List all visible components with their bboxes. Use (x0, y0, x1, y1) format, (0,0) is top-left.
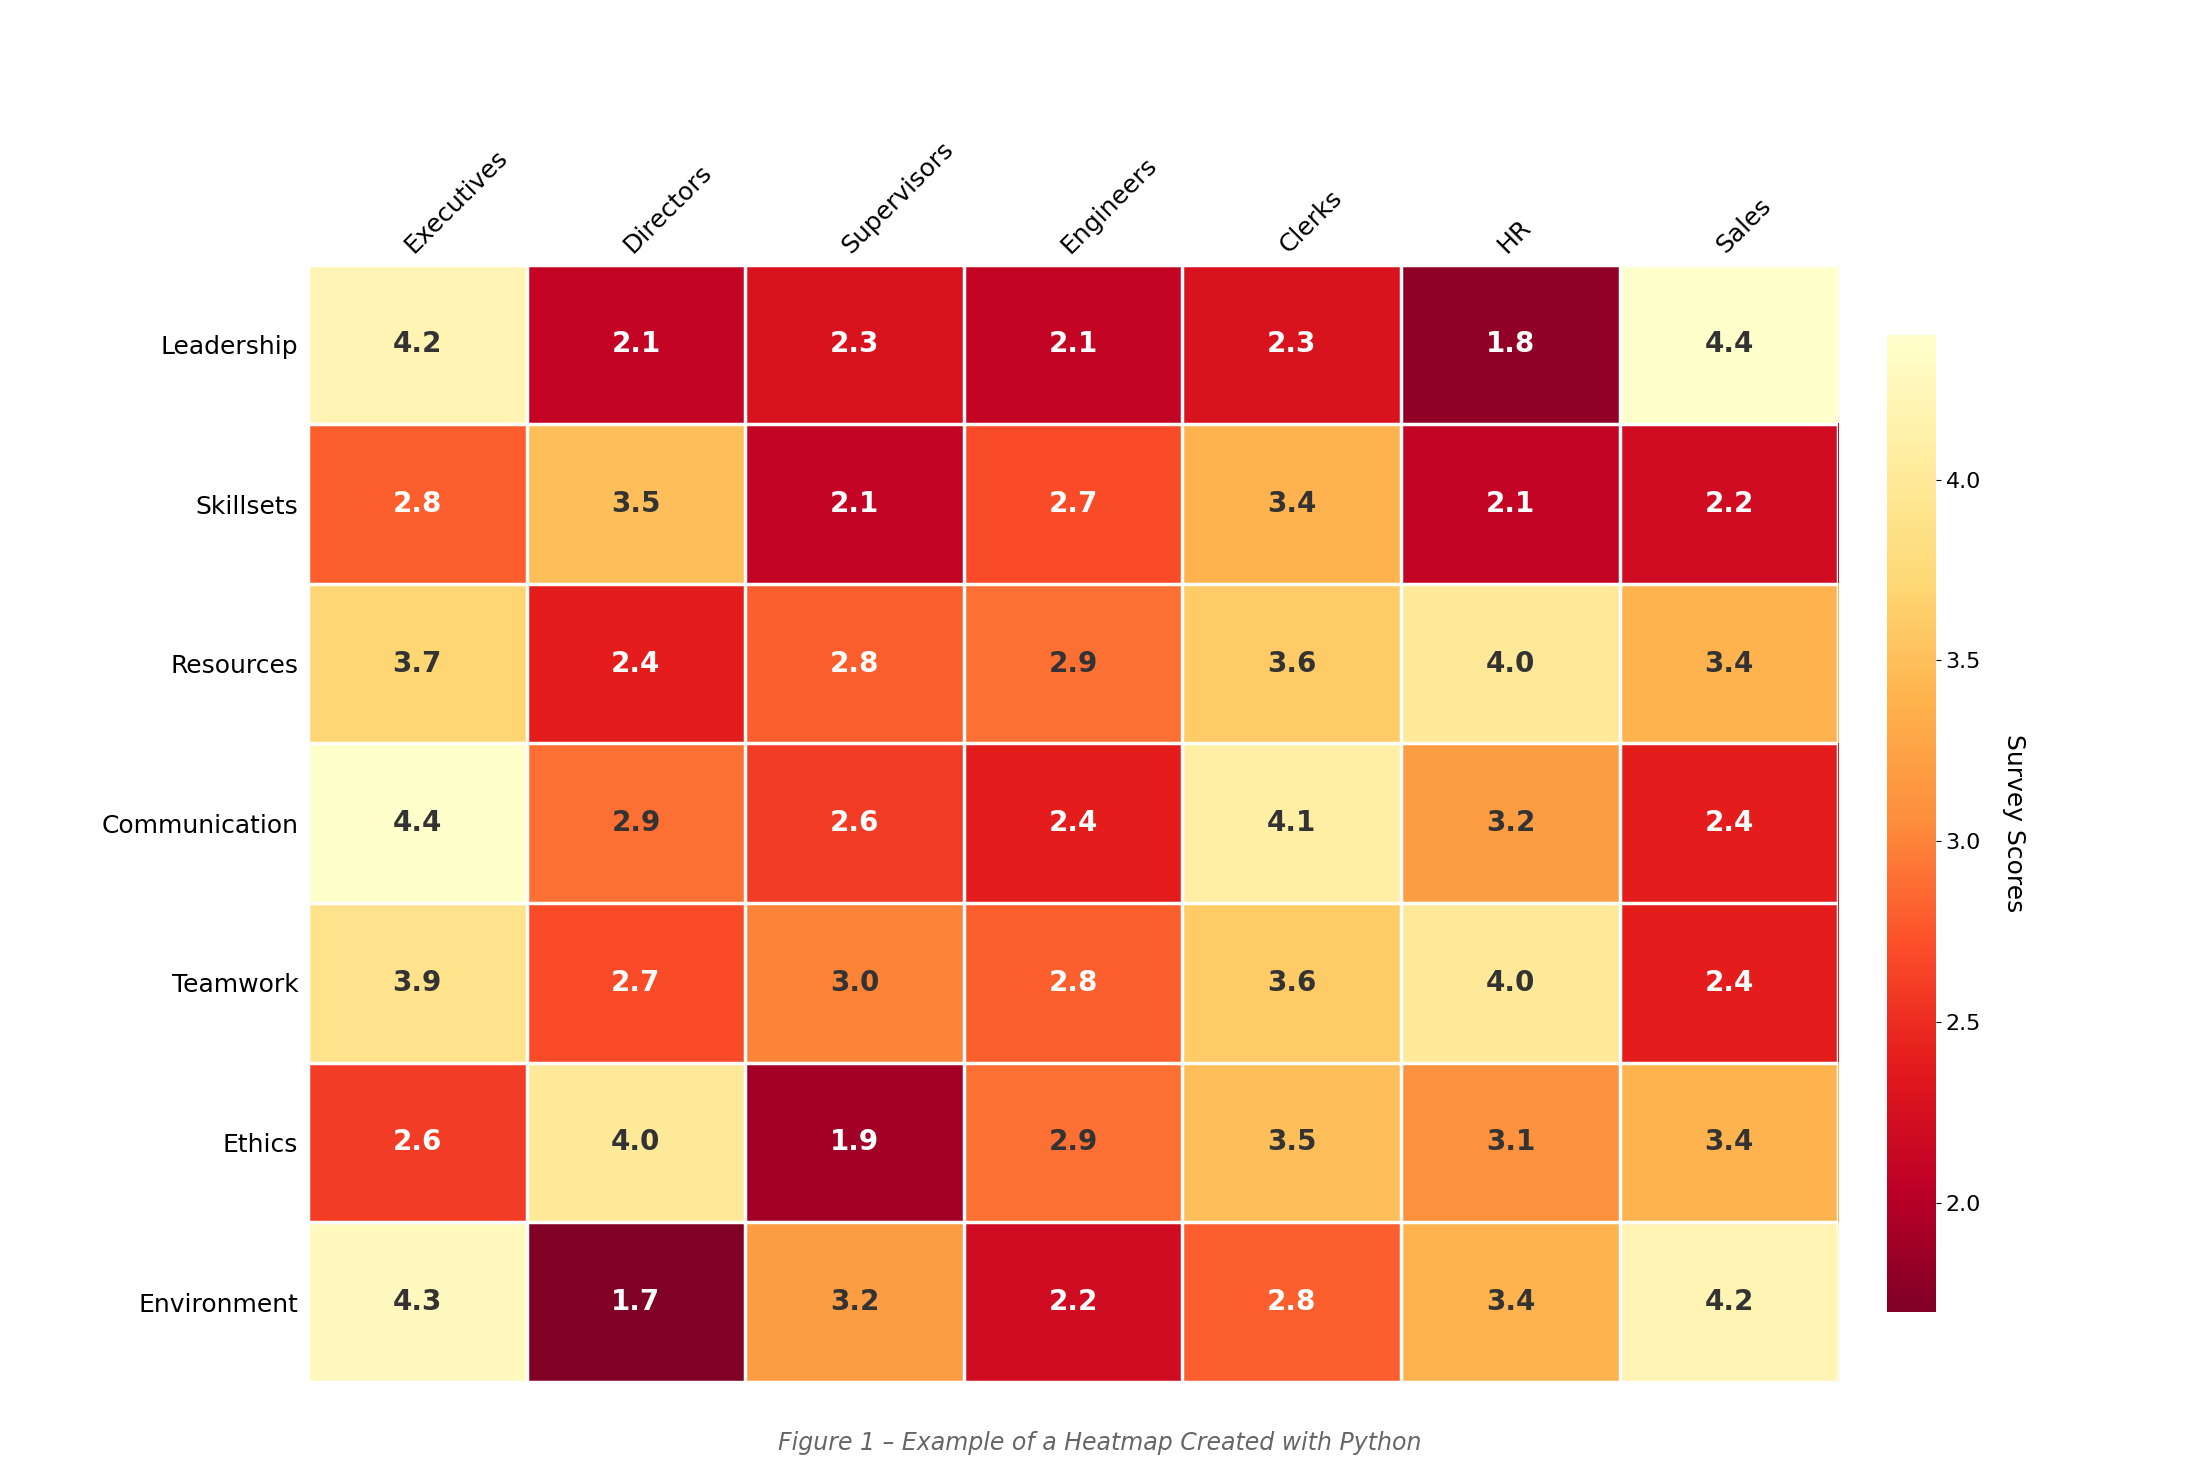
Text: 2.3: 2.3 (829, 331, 880, 359)
Text: 3.6: 3.6 (1267, 650, 1316, 678)
Text: 2.8: 2.8 (1049, 969, 1098, 997)
Text: 2.9: 2.9 (1049, 650, 1098, 678)
Text: 2.8: 2.8 (1267, 1288, 1316, 1316)
Text: 2.9: 2.9 (612, 809, 660, 838)
Text: 2.4: 2.4 (612, 650, 660, 678)
Text: 3.2: 3.2 (829, 1288, 880, 1316)
Text: 2.8: 2.8 (392, 490, 442, 517)
Text: 2.7: 2.7 (1049, 490, 1098, 517)
Text: 2.4: 2.4 (1705, 969, 1753, 997)
Text: 3.7: 3.7 (392, 650, 442, 678)
Text: 1.9: 1.9 (829, 1129, 880, 1157)
Text: 2.6: 2.6 (829, 809, 880, 838)
Text: 3.2: 3.2 (1485, 809, 1536, 838)
Text: 4.4: 4.4 (392, 809, 442, 838)
Text: 3.6: 3.6 (1267, 969, 1316, 997)
Text: 2.4: 2.4 (1049, 809, 1098, 838)
Text: 4.2: 4.2 (1705, 1288, 1753, 1316)
Text: 2.1: 2.1 (1049, 331, 1098, 359)
Text: 2.7: 2.7 (612, 969, 660, 997)
Text: 3.4: 3.4 (1705, 650, 1753, 678)
Text: 2.2: 2.2 (1049, 1288, 1098, 1316)
Text: 1.8: 1.8 (1485, 331, 1536, 359)
Text: Figure 1 – Example of a Heatmap Created with Python: Figure 1 – Example of a Heatmap Created … (779, 1432, 1421, 1455)
Text: 4.2: 4.2 (392, 331, 442, 359)
Text: 4.1: 4.1 (1267, 809, 1316, 838)
Text: 4.3: 4.3 (392, 1288, 442, 1316)
Y-axis label: Survey Scores: Survey Scores (2002, 734, 2026, 913)
Text: 4.0: 4.0 (1485, 650, 1536, 678)
Text: 2.1: 2.1 (829, 490, 880, 517)
Text: 4.0: 4.0 (1485, 969, 1536, 997)
Text: 2.4: 2.4 (1705, 809, 1753, 838)
Text: 2.1: 2.1 (612, 331, 660, 359)
Text: 3.9: 3.9 (392, 969, 442, 997)
Text: 1.7: 1.7 (612, 1288, 660, 1316)
Text: 3.0: 3.0 (829, 969, 880, 997)
Text: 3.4: 3.4 (1705, 1129, 1753, 1157)
Text: 4.0: 4.0 (612, 1129, 660, 1157)
Text: 2.1: 2.1 (1485, 490, 1536, 517)
Text: 3.1: 3.1 (1485, 1129, 1536, 1157)
Text: 3.4: 3.4 (1485, 1288, 1536, 1316)
Text: 4.4: 4.4 (1705, 331, 1753, 359)
Text: 2.6: 2.6 (392, 1129, 442, 1157)
Text: 2.8: 2.8 (829, 650, 880, 678)
Text: 3.4: 3.4 (1267, 490, 1316, 517)
Text: 2.3: 2.3 (1267, 331, 1316, 359)
Text: 2.2: 2.2 (1705, 490, 1753, 517)
Text: 3.5: 3.5 (1267, 1129, 1316, 1157)
Text: 2.9: 2.9 (1049, 1129, 1098, 1157)
Text: 3.5: 3.5 (612, 490, 660, 517)
